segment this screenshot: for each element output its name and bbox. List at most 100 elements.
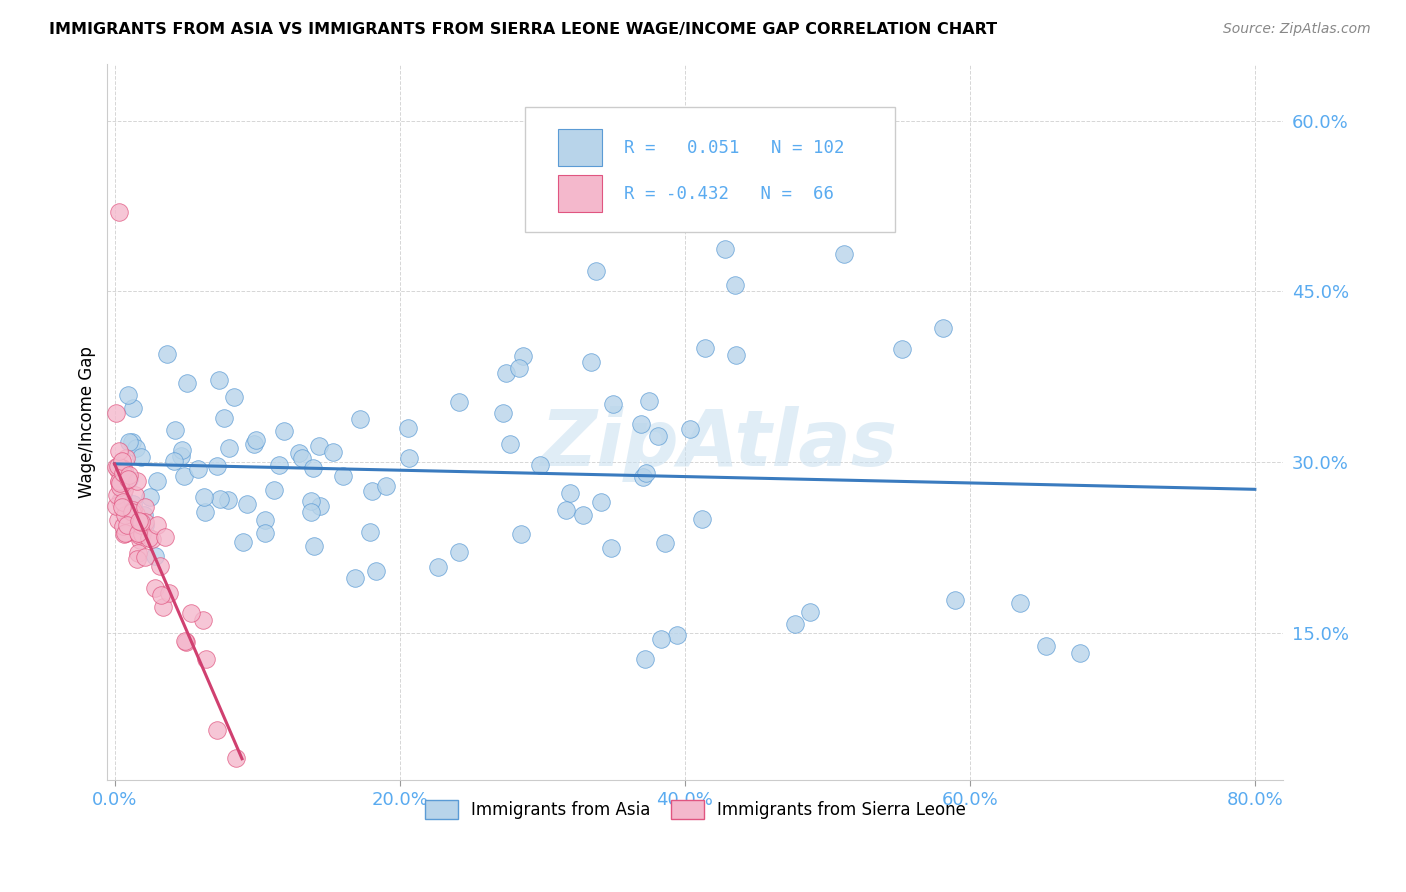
Point <box>115 517 138 532</box>
Point <box>690 512 713 526</box>
Point <box>176 376 198 390</box>
Point <box>124 442 146 456</box>
Point <box>108 474 131 488</box>
Point <box>129 450 152 464</box>
Point <box>630 417 652 432</box>
Point <box>157 586 180 600</box>
FancyBboxPatch shape <box>524 107 896 233</box>
Point <box>634 651 657 665</box>
Point <box>105 460 128 475</box>
Point <box>291 450 314 465</box>
Point <box>666 627 689 641</box>
Point <box>112 483 135 497</box>
Point <box>111 460 134 475</box>
Point <box>132 508 155 522</box>
Point <box>495 366 517 380</box>
Point <box>349 411 371 425</box>
Point <box>785 617 807 632</box>
Point <box>253 526 276 541</box>
Point <box>121 401 143 415</box>
Point <box>152 599 174 614</box>
Point <box>107 513 129 527</box>
Point <box>695 342 717 356</box>
Point <box>1008 596 1031 610</box>
Point <box>558 485 581 500</box>
Point <box>273 424 295 438</box>
Point <box>125 552 148 566</box>
Point <box>207 458 229 473</box>
Point <box>943 592 966 607</box>
Text: Source: ZipAtlas.com: Source: ZipAtlas.com <box>1223 22 1371 37</box>
Point <box>146 518 169 533</box>
Point <box>129 517 152 532</box>
Point <box>124 507 146 521</box>
Point <box>195 652 218 666</box>
Point <box>134 500 156 515</box>
Point <box>107 463 129 477</box>
Point <box>309 499 332 513</box>
Point <box>114 525 136 540</box>
Point <box>366 564 388 578</box>
Point <box>111 475 134 490</box>
Point <box>105 488 128 502</box>
Point <box>600 541 623 555</box>
Point <box>118 434 141 449</box>
Point <box>180 607 202 621</box>
Point <box>498 437 520 451</box>
Point <box>571 508 593 522</box>
Point <box>449 545 471 559</box>
Point <box>170 443 193 458</box>
Point <box>112 466 135 480</box>
Point <box>107 458 129 473</box>
Point <box>890 343 912 357</box>
Point <box>288 446 311 460</box>
Point <box>111 454 134 468</box>
Point <box>156 347 179 361</box>
Point <box>207 723 229 737</box>
Point <box>108 475 131 489</box>
Point <box>121 497 143 511</box>
Point <box>301 461 323 475</box>
Point <box>169 450 191 464</box>
Point <box>242 436 264 450</box>
Point <box>117 388 139 402</box>
Point <box>225 750 247 764</box>
Bar <box>558 175 602 212</box>
Point <box>224 390 246 404</box>
Point <box>512 349 534 363</box>
Point <box>359 525 381 540</box>
Point <box>138 532 160 546</box>
Point <box>332 468 354 483</box>
Point <box>105 499 128 513</box>
Point <box>146 474 169 488</box>
Point <box>217 493 239 508</box>
Point <box>121 505 143 519</box>
Point <box>263 483 285 497</box>
Point <box>232 535 254 549</box>
Point <box>114 508 136 523</box>
Point <box>679 422 702 436</box>
Point <box>108 444 131 458</box>
Point <box>117 468 139 483</box>
Point <box>579 355 602 369</box>
Point <box>187 462 209 476</box>
Point <box>149 558 172 573</box>
Point <box>114 463 136 477</box>
Legend: Immigrants from Asia, Immigrants from Sierra Leone: Immigrants from Asia, Immigrants from Si… <box>418 793 973 826</box>
Point <box>236 497 259 511</box>
Point <box>509 527 531 541</box>
Point <box>121 434 143 449</box>
Point <box>128 514 150 528</box>
Point <box>174 634 197 648</box>
Point <box>174 635 197 649</box>
Point <box>112 483 135 497</box>
Point <box>112 526 135 541</box>
Point <box>932 321 955 335</box>
Point <box>398 421 420 435</box>
Point <box>193 491 215 505</box>
Point <box>654 536 676 550</box>
Point <box>302 539 325 553</box>
Point <box>492 406 515 420</box>
Point <box>127 545 149 559</box>
Point <box>714 242 737 256</box>
